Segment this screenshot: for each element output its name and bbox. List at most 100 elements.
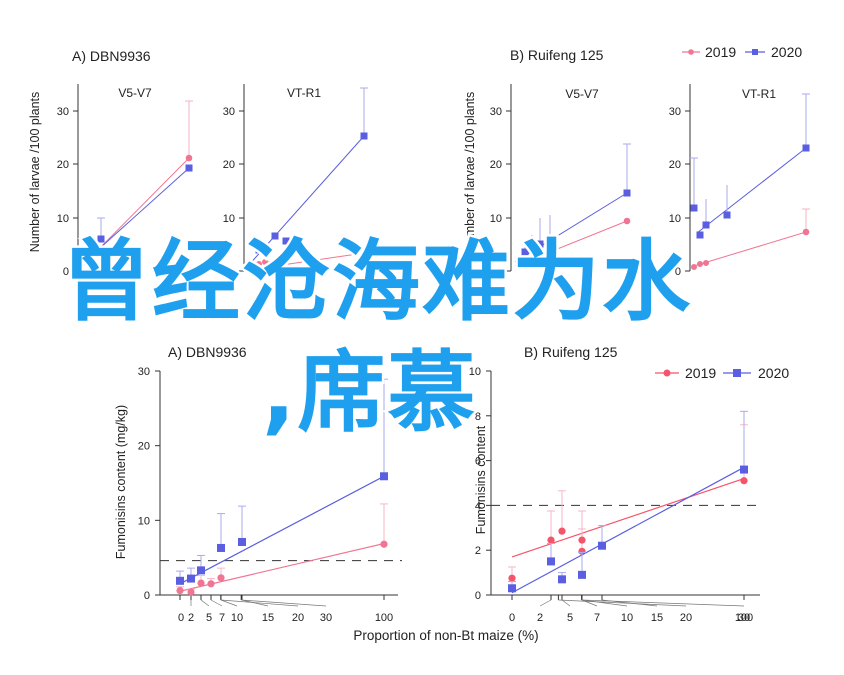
x-tick-label: 0: [509, 612, 515, 624]
point: [282, 237, 290, 245]
point: [547, 536, 555, 544]
x-tick-label: 2: [188, 612, 194, 624]
chart-b-ylabel: Fumonisins content: [474, 425, 488, 534]
point: [207, 580, 215, 588]
point: [802, 228, 810, 236]
point: [262, 259, 268, 265]
y-tick-label: 30: [57, 106, 69, 118]
top-subplot-b-v5v7: V5-V7 0 10 20 30: [490, 84, 631, 278]
y-ticks: 0 10 20 30: [669, 106, 690, 278]
point: [802, 144, 810, 152]
x-tick-label: 5: [567, 612, 573, 624]
legend-label-2020: 2020: [758, 365, 789, 381]
point: [187, 588, 195, 596]
subplot-title: V5-V7: [565, 87, 599, 101]
y-tick-label: 30: [223, 106, 235, 118]
y-tick-label: 0: [63, 266, 69, 278]
point: [360, 249, 368, 257]
y-tick-label: 2: [475, 545, 481, 557]
y-tick-label: 20: [138, 441, 150, 453]
point: [97, 247, 105, 255]
y-tick-label: 10: [138, 515, 150, 527]
point: [108, 246, 116, 254]
y-tick-label: 8: [475, 411, 481, 423]
point: [558, 575, 566, 584]
x-tick-label: 5: [206, 612, 212, 624]
point: [598, 541, 606, 550]
top-ylabel-a: Number of larvae /100 plants: [28, 92, 42, 253]
y-tick-label: 20: [669, 159, 681, 171]
point: [547, 557, 555, 566]
fit-line: [693, 231, 807, 267]
x-tick-leader: [220, 599, 299, 607]
point: [360, 132, 368, 140]
point: [508, 584, 516, 593]
x-tick-label: 20: [292, 612, 304, 624]
legend-marker-2019: [663, 369, 671, 377]
top-legend-marker-2019: [688, 49, 694, 55]
x-tick-leader: [558, 599, 687, 607]
point: [697, 261, 703, 267]
fit-line: [514, 220, 628, 267]
point: [197, 579, 205, 587]
point: [623, 189, 631, 197]
y-tick-label: 4: [475, 500, 481, 512]
point: [256, 261, 262, 267]
subplot-title: VT-R1: [287, 86, 321, 100]
y-tick-label: 30: [138, 366, 150, 378]
chart-a-ylabel: Fumonisins content (mg/kg): [114, 405, 128, 559]
point: [185, 154, 193, 162]
point: [723, 211, 731, 219]
point: [558, 527, 566, 535]
point: [176, 586, 184, 595]
x-tick-label: 15: [651, 612, 663, 624]
point: [185, 164, 193, 172]
point: [536, 240, 544, 248]
legend-label-2019: 2019: [685, 365, 716, 381]
y-tick-label: 6: [475, 456, 481, 468]
point: [703, 260, 709, 266]
x-tick-label: 10: [621, 612, 633, 624]
point: [578, 536, 586, 544]
panel-b-label: B) Ruifeng 125: [510, 47, 604, 63]
x-tick-label: 100: [375, 612, 393, 624]
point: [740, 465, 748, 474]
point: [88, 240, 96, 248]
panel-a-label: A) DBN9936: [72, 48, 151, 64]
series-2020: [176, 378, 388, 585]
series-2019: [508, 424, 748, 582]
series-2020: [79, 164, 193, 267]
point: [176, 576, 184, 585]
y-ticks: 0 10 20 30: [57, 106, 78, 278]
point: [740, 477, 748, 485]
point: [97, 235, 105, 243]
top-subplot-b-vtr1: VT-R1 0 10 20 30: [669, 84, 810, 278]
y-tick-label: 30: [669, 106, 681, 118]
x-tick-leader: [200, 599, 210, 607]
x-tick-leader: [561, 599, 571, 607]
x-tick-label: 20: [680, 612, 692, 624]
bottom-legend: 2019 2020: [655, 365, 789, 381]
x-tick-label: 15: [262, 612, 274, 624]
bottom-charts: A) DBN9936 B) Ruifeng 125 Fumonisins con…: [114, 344, 789, 643]
fit-line: [511, 466, 745, 594]
point: [521, 248, 529, 256]
chart-a-title: A) DBN9936: [168, 344, 247, 360]
legend-marker-2020: [733, 369, 741, 377]
fit-line: [511, 477, 745, 558]
x-tick-label: 10: [231, 612, 243, 624]
point: [691, 264, 697, 270]
point: [696, 231, 704, 239]
x-tick-leader: [581, 599, 745, 607]
x-tick-label: 2: [537, 612, 543, 624]
y-tick-label: 20: [223, 159, 235, 171]
subplot-title: VT-R1: [742, 87, 776, 101]
series-2019: [247, 249, 368, 271]
point: [623, 217, 631, 225]
x-tick-leader: [581, 599, 628, 607]
point: [528, 246, 536, 254]
y-tick-label: 10: [469, 366, 481, 378]
top-figure: A) DBN9936 B) Ruifeng 125 2019 2020 Numb…: [28, 44, 810, 278]
